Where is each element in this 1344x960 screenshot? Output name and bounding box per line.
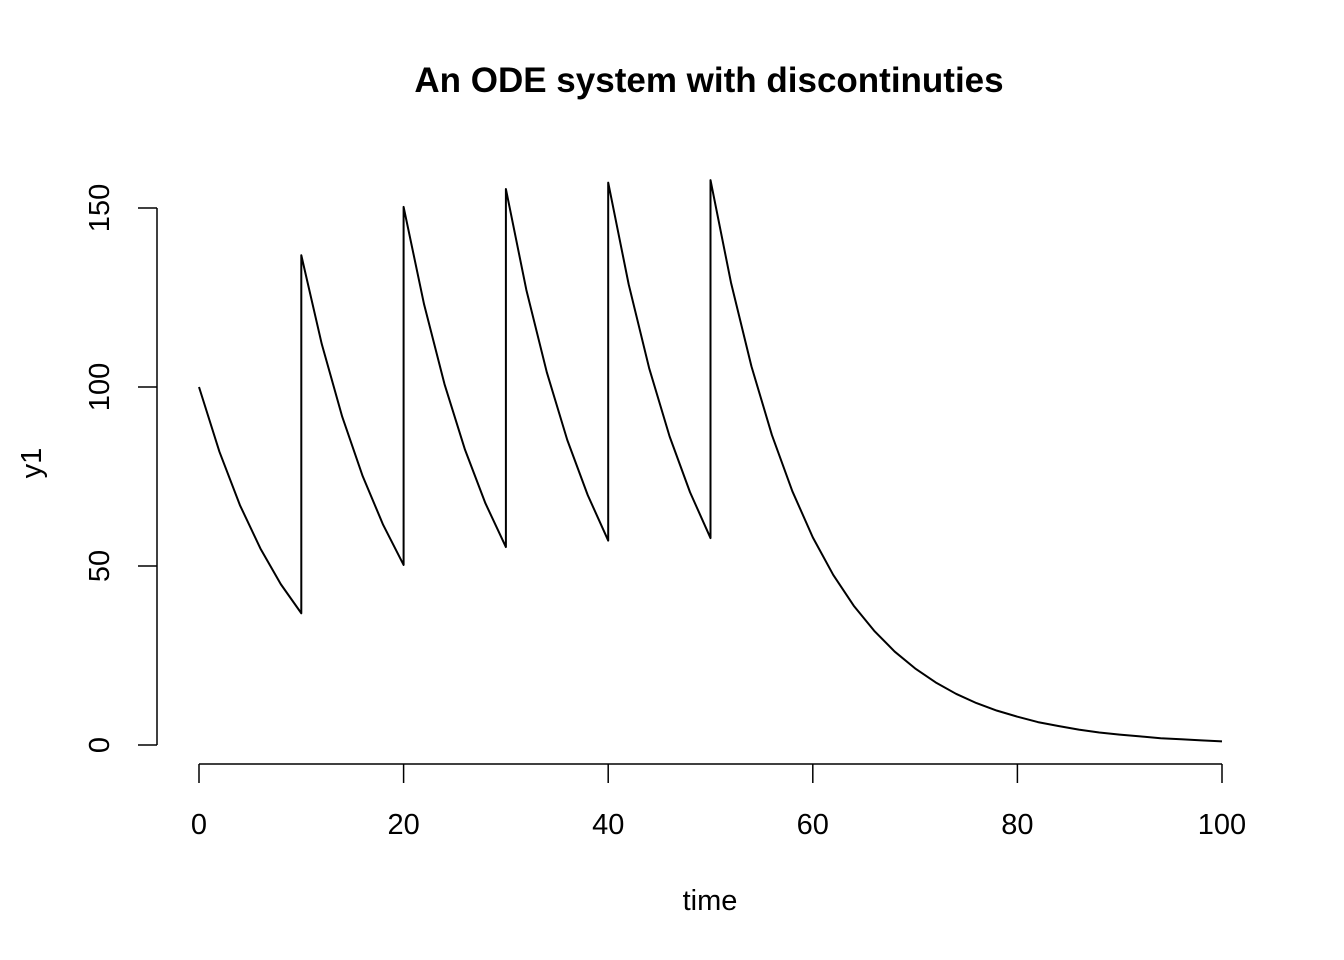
y-tick-label: 50	[84, 550, 116, 582]
y-tick-label: 0	[84, 737, 116, 753]
x-axis-label: time	[683, 885, 738, 917]
x-tick-label: 40	[592, 809, 624, 841]
x-axis-ticks: 0 20 40 60 80 100	[191, 764, 1246, 841]
x-tick-label: 20	[387, 809, 419, 841]
y-tick-label: 100	[84, 363, 116, 411]
y-axis-label: y1	[16, 448, 48, 479]
y-tick-label: 150	[84, 184, 116, 232]
series-line	[198, 179, 1223, 743]
x-tick-label: 0	[191, 809, 207, 841]
chart-title: An ODE system with discontinuties	[414, 61, 1003, 100]
x-tick-label: 60	[797, 809, 829, 841]
y-axis-ticks: 0 50 100 150	[84, 184, 157, 753]
x-tick-label: 100	[1198, 809, 1246, 841]
x-tick-label: 80	[1001, 809, 1033, 841]
